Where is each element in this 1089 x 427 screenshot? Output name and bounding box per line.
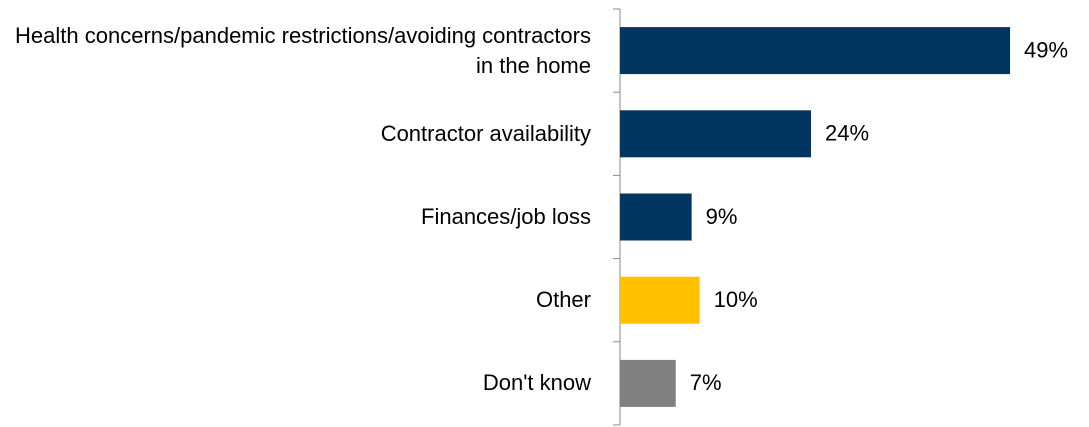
value-label: 9% xyxy=(706,204,738,229)
category-label: Health concerns/pandemic restrictions/av… xyxy=(15,22,591,78)
value-label: 7% xyxy=(690,370,722,395)
category-label: Other xyxy=(535,287,591,313)
value-label: 24% xyxy=(825,121,869,146)
bar xyxy=(620,110,812,158)
bar xyxy=(620,27,1011,75)
value-label: 49% xyxy=(1024,37,1068,62)
value-label: 10% xyxy=(714,287,758,312)
category-label: Finances/job loss xyxy=(421,204,591,229)
bar xyxy=(620,276,700,324)
bar xyxy=(620,359,676,407)
category-label: Contractor availability xyxy=(380,120,591,146)
bar xyxy=(620,193,692,241)
category-label: Don't know xyxy=(482,370,591,396)
